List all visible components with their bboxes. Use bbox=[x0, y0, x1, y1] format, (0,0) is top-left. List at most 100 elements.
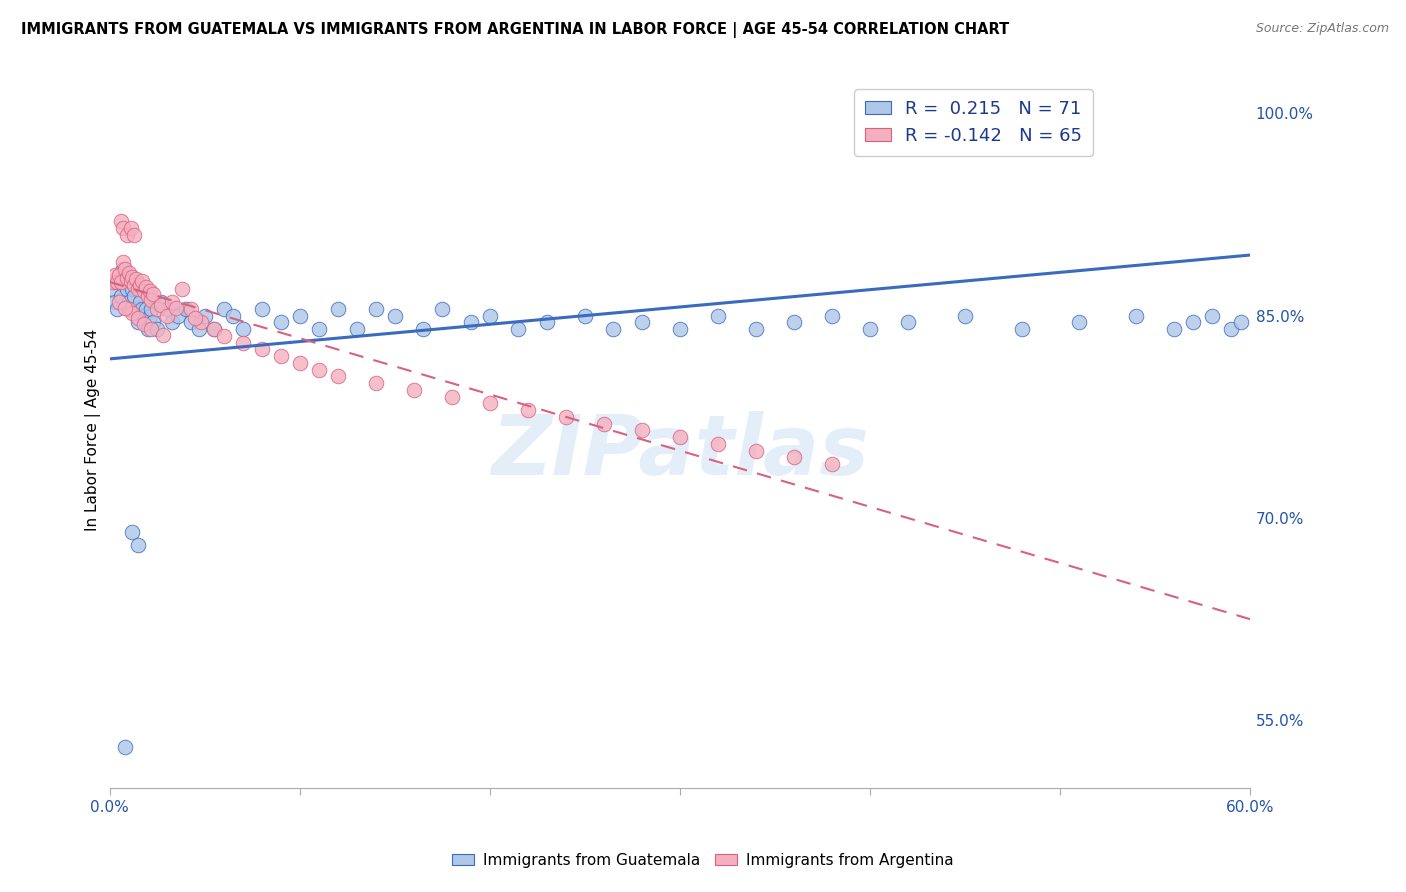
Point bbox=[745, 443, 768, 458]
Point bbox=[707, 437, 730, 451]
Point bbox=[125, 301, 148, 316]
Point bbox=[326, 301, 349, 316]
Point bbox=[108, 268, 131, 283]
Point bbox=[111, 221, 134, 235]
Point bbox=[125, 272, 148, 286]
Point bbox=[114, 261, 136, 276]
Point bbox=[120, 274, 142, 288]
Point bbox=[1182, 316, 1205, 330]
Point bbox=[1201, 309, 1223, 323]
Point bbox=[188, 322, 211, 336]
Point bbox=[141, 293, 163, 307]
Point bbox=[108, 275, 131, 289]
Point bbox=[412, 322, 434, 336]
Point bbox=[138, 285, 160, 299]
Point bbox=[270, 316, 292, 330]
Point bbox=[250, 343, 273, 357]
Point bbox=[1125, 309, 1147, 323]
Point bbox=[131, 274, 153, 288]
Point bbox=[114, 268, 136, 283]
Point bbox=[131, 301, 153, 316]
Point bbox=[104, 295, 127, 310]
Point bbox=[117, 266, 139, 280]
Point bbox=[121, 306, 143, 320]
Point bbox=[142, 287, 165, 301]
Point bbox=[592, 417, 614, 431]
Point bbox=[120, 221, 142, 235]
Point bbox=[124, 288, 146, 302]
Point bbox=[174, 301, 197, 316]
Point bbox=[146, 301, 169, 316]
Point bbox=[132, 309, 155, 323]
Point bbox=[127, 538, 149, 552]
Point bbox=[111, 261, 134, 276]
Y-axis label: In Labor Force | Age 45-54: In Labor Force | Age 45-54 bbox=[86, 329, 101, 532]
Point bbox=[132, 317, 155, 331]
Point bbox=[136, 288, 159, 302]
Point bbox=[631, 423, 654, 437]
Point bbox=[167, 309, 190, 323]
Point bbox=[1163, 322, 1185, 336]
Point bbox=[156, 309, 179, 323]
Text: IMMIGRANTS FROM GUATEMALA VS IMMIGRANTS FROM ARGENTINA IN LABOR FORCE | AGE 45-5: IMMIGRANTS FROM GUATEMALA VS IMMIGRANTS … bbox=[21, 22, 1010, 38]
Point bbox=[110, 288, 132, 302]
Legend: Immigrants from Guatemala, Immigrants from Argentina: Immigrants from Guatemala, Immigrants fr… bbox=[446, 847, 960, 873]
Point bbox=[402, 383, 425, 397]
Point bbox=[783, 316, 806, 330]
Point bbox=[115, 271, 138, 285]
Point bbox=[135, 301, 157, 316]
Point bbox=[308, 362, 330, 376]
Point bbox=[631, 316, 654, 330]
Point bbox=[146, 322, 169, 336]
Point bbox=[124, 277, 146, 292]
Point bbox=[129, 277, 152, 292]
Point bbox=[478, 309, 501, 323]
Point bbox=[270, 349, 292, 363]
Point bbox=[460, 316, 482, 330]
Point bbox=[114, 301, 136, 315]
Point bbox=[114, 740, 136, 755]
Point bbox=[308, 322, 330, 336]
Point bbox=[111, 254, 134, 268]
Point bbox=[202, 322, 225, 336]
Point bbox=[180, 301, 202, 316]
Point bbox=[859, 322, 882, 336]
Point bbox=[184, 311, 207, 326]
Point bbox=[170, 282, 193, 296]
Point bbox=[141, 322, 163, 336]
Point bbox=[103, 275, 125, 289]
Point bbox=[121, 524, 143, 539]
Point bbox=[194, 309, 217, 323]
Point bbox=[212, 329, 235, 343]
Point bbox=[165, 301, 187, 315]
Point bbox=[136, 322, 159, 336]
Point bbox=[707, 309, 730, 323]
Point bbox=[212, 301, 235, 316]
Point bbox=[432, 301, 454, 316]
Point bbox=[129, 295, 152, 310]
Point bbox=[602, 322, 624, 336]
Point bbox=[105, 301, 128, 316]
Point bbox=[478, 396, 501, 410]
Legend: R =  0.215   N = 71, R = -0.142   N = 65: R = 0.215 N = 71, R = -0.142 N = 65 bbox=[855, 89, 1092, 156]
Point bbox=[142, 316, 165, 330]
Point bbox=[110, 214, 132, 228]
Point bbox=[124, 227, 146, 242]
Point bbox=[202, 322, 225, 336]
Point bbox=[669, 430, 692, 444]
Point bbox=[132, 285, 155, 299]
Point bbox=[1229, 316, 1251, 330]
Point bbox=[953, 309, 976, 323]
Point bbox=[669, 322, 692, 336]
Point bbox=[103, 282, 125, 296]
Point bbox=[346, 322, 368, 336]
Text: Source: ZipAtlas.com: Source: ZipAtlas.com bbox=[1256, 22, 1389, 36]
Point bbox=[110, 275, 132, 289]
Point bbox=[1067, 316, 1090, 330]
Point bbox=[127, 316, 149, 330]
Point bbox=[115, 227, 138, 242]
Point bbox=[288, 356, 311, 370]
Point bbox=[141, 301, 163, 316]
Point bbox=[897, 316, 920, 330]
Point bbox=[117, 295, 139, 310]
